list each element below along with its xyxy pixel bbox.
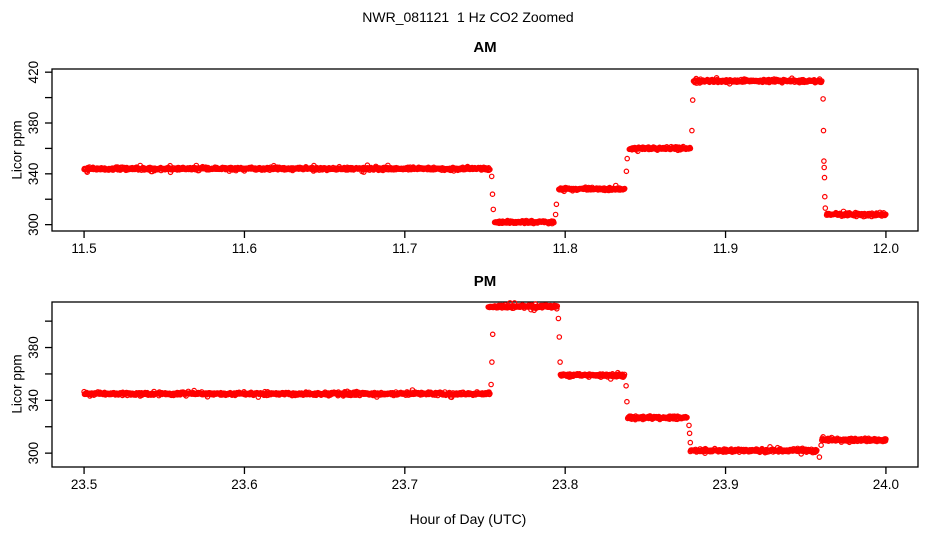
data-point: [686, 422, 692, 429]
am-y-tick-label: 340: [26, 163, 41, 186]
data-point: [821, 174, 828, 181]
data-point: [621, 371, 628, 378]
data-point: [489, 359, 495, 365]
am-x-tick-label: 12.0: [873, 241, 899, 256]
data-point: [624, 155, 631, 162]
data-point: [553, 201, 560, 208]
am-x-tick-label: 11.7: [392, 241, 417, 256]
pm-y-axis-label-text: Licor ppm: [9, 354, 25, 414]
am-x-tick-label: 11.6: [232, 241, 257, 256]
pm-x-tick-label: 23.6: [231, 477, 257, 492]
data-point: [488, 173, 495, 180]
data-point: [882, 211, 889, 218]
data-point: [488, 381, 494, 388]
am-x-tick-label: 11.5: [71, 241, 96, 256]
pm-y-tick-label: 380: [26, 336, 41, 359]
data-point: [883, 436, 889, 442]
pm-x-tick-label: 23.5: [71, 477, 97, 492]
data-point: [552, 211, 559, 218]
x-axis-label: Hour of Day (UTC): [409, 511, 527, 527]
data-point: [821, 158, 827, 164]
data-point: [623, 168, 630, 175]
data-point: [816, 454, 823, 460]
data-point: [553, 305, 560, 312]
am-points-layer: [81, 75, 889, 227]
data-point: [487, 390, 493, 397]
am-panel: 11.5 11.6 11.7 11.8 11.9 12.0 300 340 380 420: [26, 61, 919, 256]
data-point: [489, 331, 496, 338]
data-point: [821, 193, 828, 200]
data-point: [623, 382, 629, 389]
pm-y-tick-label: 340: [26, 389, 41, 412]
data-point: [557, 359, 563, 365]
data-point: [689, 127, 695, 134]
data-point: [822, 205, 829, 211]
data-point: [487, 166, 493, 173]
pm-x-tick-label: 23.9: [712, 477, 738, 492]
data-point: [820, 96, 826, 102]
data-point: [489, 191, 496, 198]
data-point: [689, 97, 696, 103]
am-y-tick-label: 420: [26, 61, 41, 84]
am-panel-border: [51, 68, 919, 232]
data-point: [555, 315, 562, 322]
data-point: [621, 185, 628, 192]
pm-x-tick-label: 24.0: [873, 477, 899, 492]
figure-title: NWR_081121 1 Hz CO2 Zoomed: [362, 9, 574, 25]
pm-x-tick-label: 23.8: [552, 477, 578, 492]
data-point: [556, 334, 563, 340]
data-point: [554, 303, 561, 309]
data-point: [686, 430, 693, 437]
am-y-axis-label-text: Licor ppm: [9, 120, 25, 180]
am-panel-title: AM: [473, 39, 497, 56]
data-point: [820, 127, 827, 134]
data-point: [818, 78, 825, 84]
am-y-tick-label: 380: [26, 112, 41, 135]
am-y-tick-label: 300: [26, 213, 41, 236]
pm-panel-title: PM: [473, 273, 497, 290]
pm-y-tick-label: 300: [26, 442, 41, 465]
pm-points-layer: [81, 300, 889, 460]
data-point: [687, 145, 694, 152]
pm-x-tick-label: 23.7: [392, 477, 418, 492]
pm-panel-border: [51, 301, 919, 468]
data-point: [684, 414, 690, 421]
am-x-tick-label: 11.9: [713, 241, 738, 256]
data-point: [687, 439, 694, 446]
data-point: [624, 398, 630, 405]
pm-panel: 23.5 23.6 23.7 23.8 23.9 24.0 300 340 380: [26, 300, 919, 492]
data-point: [818, 442, 824, 449]
data-point: [821, 164, 828, 171]
data-point: [490, 206, 497, 213]
data-point: [813, 447, 820, 454]
data-point: [551, 219, 557, 226]
am-x-tick-label: 11.8: [553, 241, 578, 256]
